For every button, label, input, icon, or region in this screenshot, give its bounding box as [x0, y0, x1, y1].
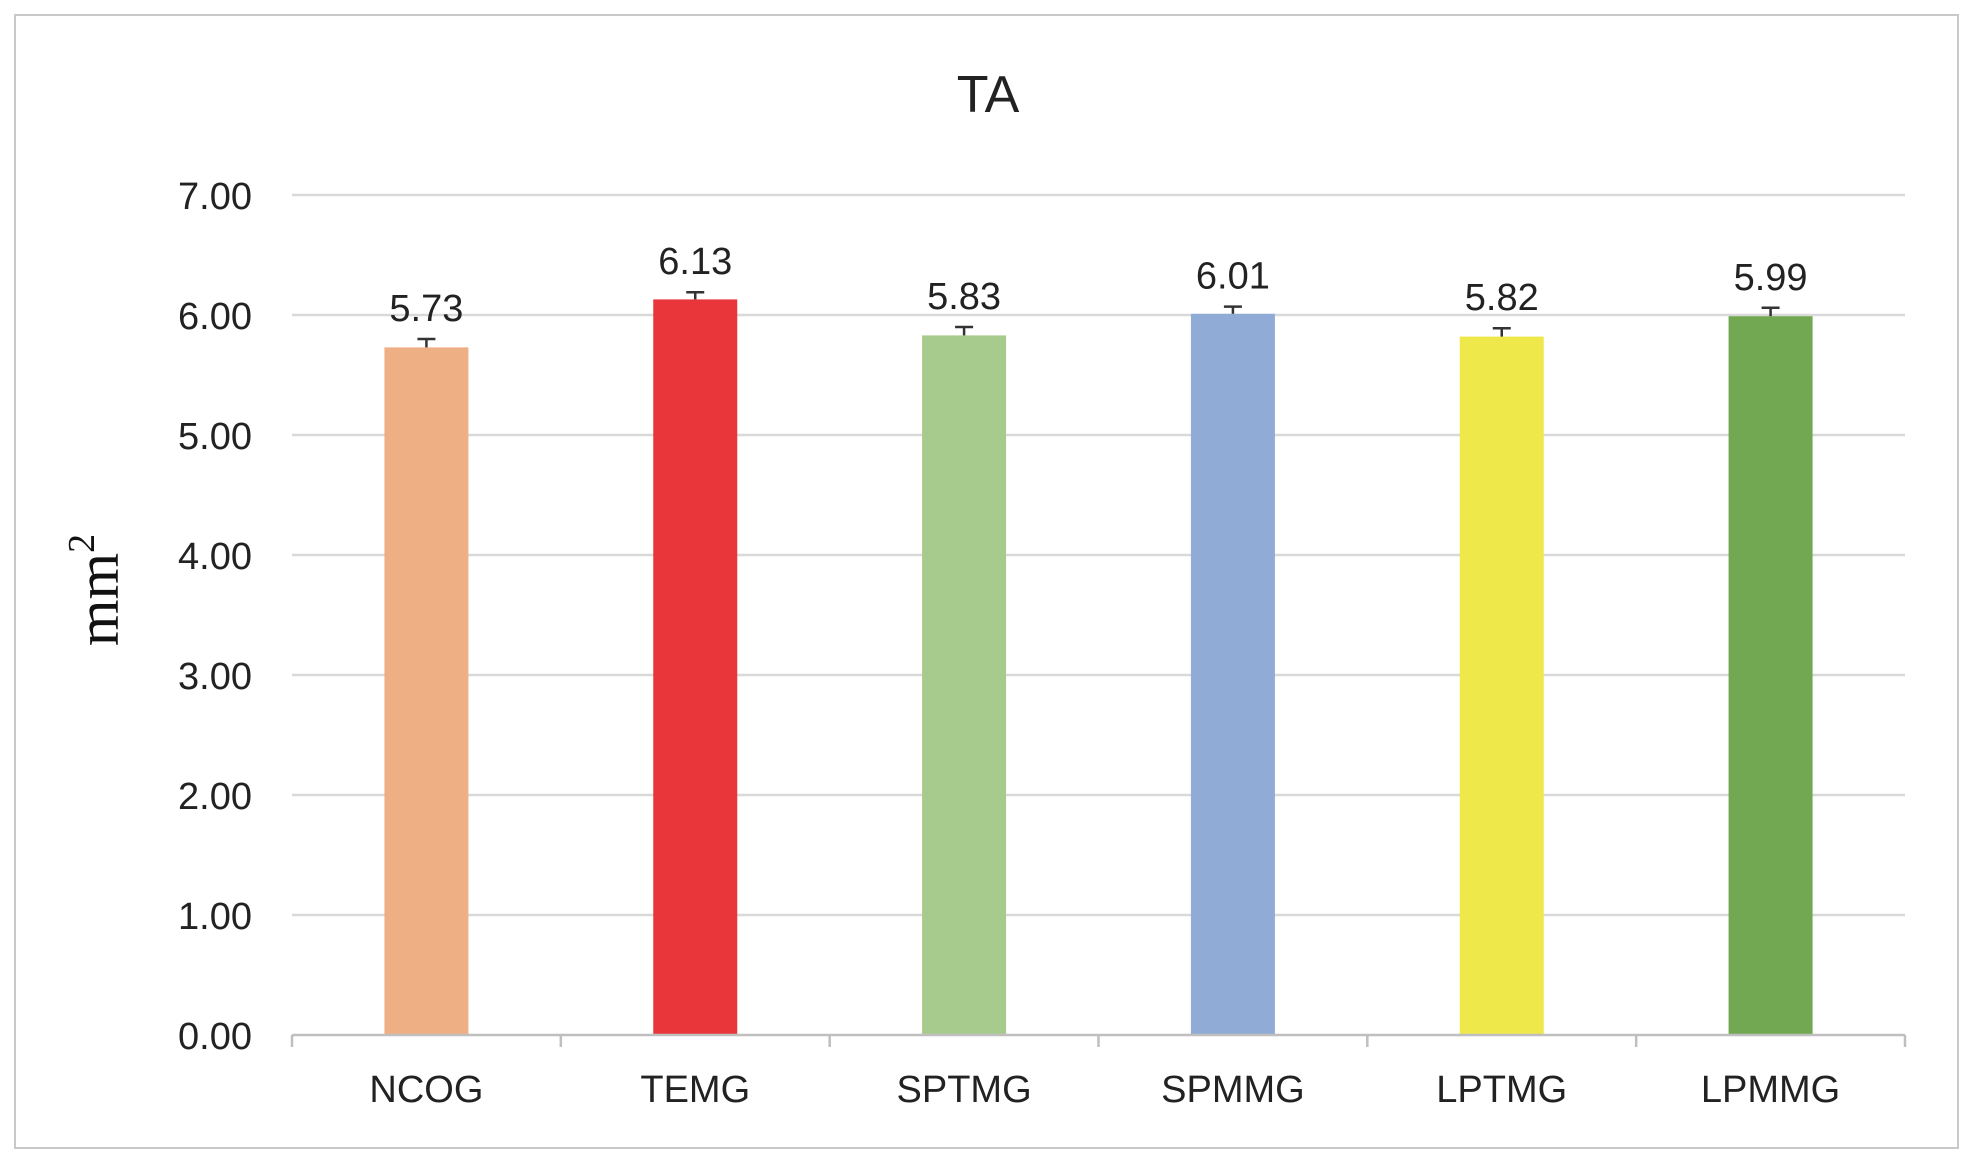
- bar-ncog: [384, 347, 469, 1035]
- chart-title: TA: [957, 66, 1020, 124]
- bar-sptmg: [922, 335, 1007, 1035]
- y-axis-label: mm2: [61, 534, 131, 646]
- y-tick-label: 7.00: [178, 176, 252, 218]
- y-tick-label: 5.00: [178, 416, 252, 458]
- y-axis-label-unit: mm: [65, 553, 131, 646]
- y-axis-ticks: 0.00 1.00 2.00 3.00 4.00 5.00 6.00 7.00: [178, 176, 252, 1058]
- y-tick-label: 1.00: [178, 896, 252, 938]
- data-label: 6.01: [1196, 256, 1270, 298]
- x-tick-label: SPMMG: [1161, 1069, 1305, 1111]
- y-tick-label: 6.00: [178, 296, 252, 338]
- bars: 5.73 6.13 5.83 6.01 5.82 5.99: [384, 241, 1813, 1036]
- bar-lptmg: [1459, 336, 1544, 1036]
- x-tick-label: LPMMG: [1701, 1069, 1840, 1111]
- data-label: 5.82: [1465, 277, 1539, 319]
- y-tick-label: 3.00: [178, 656, 252, 698]
- x-tick-label: NCOG: [369, 1069, 483, 1111]
- bar-spmmg: [1190, 313, 1275, 1035]
- x-axis-tick-labels: NCOG TEMG SPTMG SPMMG LPTMG LPMMG: [369, 1069, 1840, 1111]
- data-label: 5.73: [389, 288, 463, 330]
- bar-temg: [653, 299, 738, 1035]
- x-tick-label: TEMG: [640, 1069, 750, 1111]
- y-tick-label: 2.00: [178, 776, 252, 818]
- y-axis-label-superscript: 2: [61, 534, 103, 553]
- bar-lpmmg: [1728, 316, 1813, 1035]
- y-tick-label: 4.00: [178, 536, 252, 578]
- x-tick-label: LPTMG: [1436, 1069, 1567, 1111]
- x-axis: [290, 1033, 1907, 1047]
- gridlines: [292, 193, 1905, 917]
- data-label: 6.13: [658, 241, 732, 283]
- data-label: 5.99: [1734, 257, 1808, 299]
- y-tick-label: 0.00: [178, 1016, 252, 1058]
- data-label: 5.83: [927, 276, 1001, 318]
- x-tick-label: SPTMG: [897, 1069, 1032, 1111]
